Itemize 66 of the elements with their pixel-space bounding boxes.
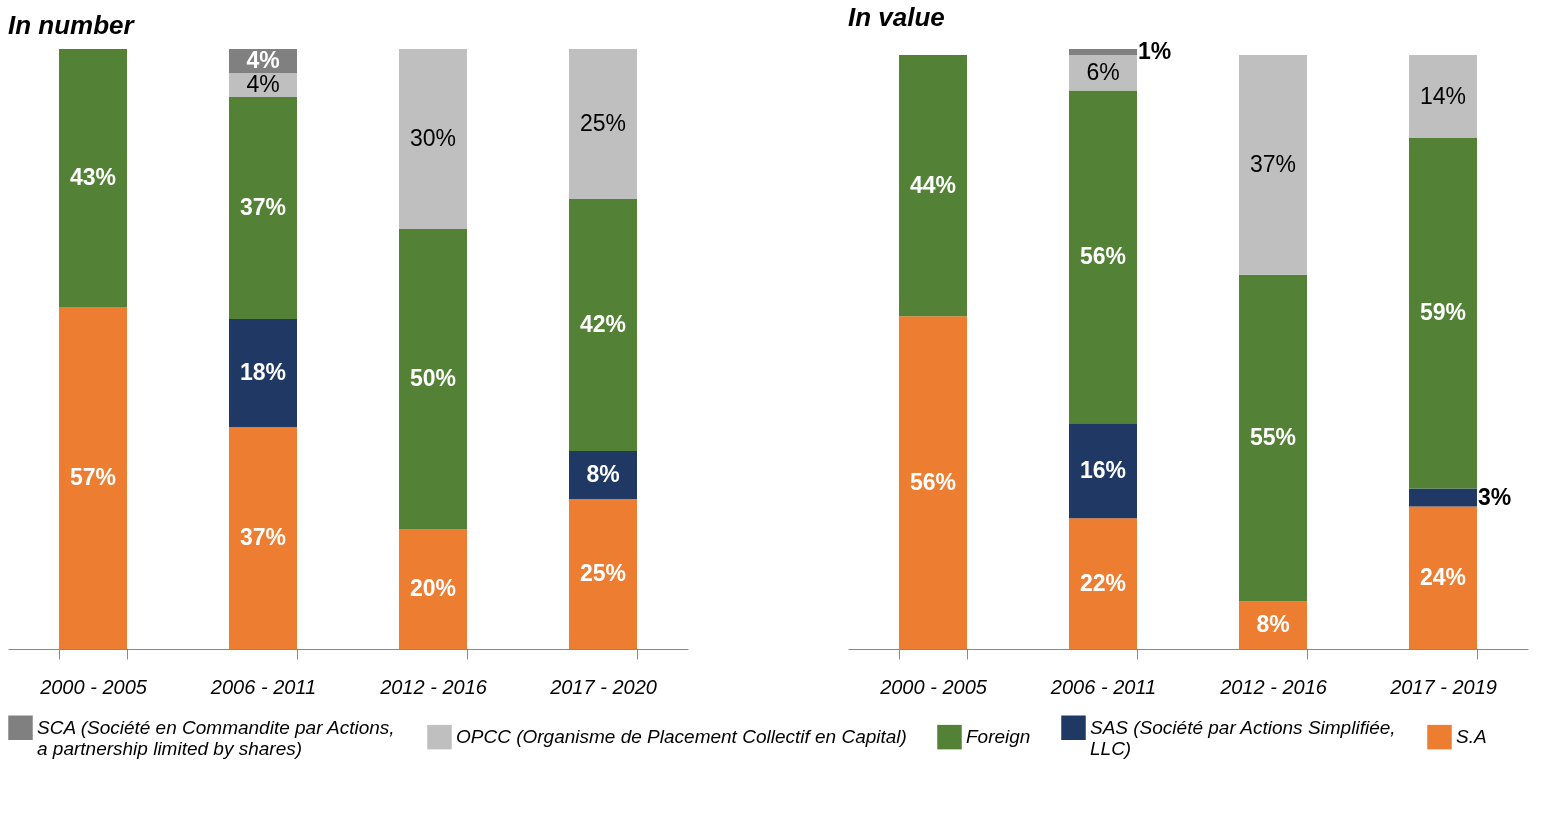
bar: [1409, 506, 1477, 649]
data-label: 6%: [1086, 58, 1120, 85]
chart-title: In number: [8, 10, 136, 40]
chart-title: In value: [848, 1, 945, 32]
data-label: 16%: [1079, 456, 1127, 483]
bar: [899, 54, 967, 317]
x-tick-label: 2017 - 2020: [549, 675, 657, 698]
bar: [1409, 54, 1477, 139]
data-label: 55%: [1249, 424, 1297, 451]
data-label: 1%: [1138, 37, 1172, 64]
x-tick-label: 2000 - 2005: [879, 675, 988, 698]
data-label: 56%: [909, 468, 957, 495]
bar: [59, 49, 127, 307]
data-label: 56%: [1079, 242, 1127, 269]
data-label: 25%: [579, 560, 627, 586]
bar: [899, 316, 967, 649]
bar: [229, 427, 297, 649]
bar: [399, 529, 467, 649]
data-label: 3%: [1478, 483, 1512, 510]
data-label: 18%: [239, 359, 287, 385]
x-tick-label: 2006 - 2011: [209, 675, 317, 698]
bar: [569, 499, 637, 649]
data-label: 4%: [246, 47, 280, 73]
data-label: 43%: [69, 164, 117, 190]
data-label: 25%: [579, 110, 627, 136]
bar: [1239, 54, 1307, 275]
bar: [1239, 274, 1307, 602]
bar: [399, 49, 467, 229]
data-label: 4%: [246, 71, 280, 97]
data-label: 44%: [909, 171, 957, 198]
legend-label: S.A: [1456, 726, 1487, 748]
data-label: 20%: [409, 575, 457, 601]
bar: [229, 97, 297, 319]
data-label: 14%: [1419, 82, 1467, 109]
bar: [1069, 423, 1137, 519]
bar: [1409, 138, 1477, 489]
bar: [1069, 518, 1137, 649]
data-label: 42%: [579, 311, 627, 337]
data-label: 50%: [409, 365, 457, 391]
bar: [59, 307, 127, 649]
x-tick-label: 2012 - 2016: [379, 675, 488, 698]
data-label: 57%: [69, 464, 117, 490]
data-label: 22%: [1079, 569, 1127, 596]
x-tick-label: 2017 - 2019: [1389, 675, 1497, 698]
bar: [229, 319, 297, 427]
data-label: 37%: [239, 194, 287, 220]
bar: [1069, 90, 1137, 424]
legend-label: SCA (Société en Commandite par Actions, a partnership limited by shares): [37, 716, 395, 759]
data-label: 59%: [1419, 299, 1467, 326]
bar: [399, 229, 467, 529]
x-tick-label: 2006 - 2011: [1049, 675, 1157, 698]
data-label: 8%: [586, 461, 620, 487]
bar: [569, 199, 637, 451]
data-label: 8%: [1256, 611, 1290, 638]
legend-label: OPCC (Organisme de Placement Collectif en Capital): [456, 726, 907, 748]
bar: [569, 49, 637, 199]
bar: [1409, 488, 1477, 507]
legend-label: Foreign: [966, 726, 1031, 748]
legend-label: SAS (Société par Actions Simplifiée, LLC): [1090, 716, 1396, 759]
bar: [1069, 49, 1137, 55]
x-tick-label: 2012 - 2016: [1219, 675, 1328, 698]
data-label: 30%: [409, 125, 457, 151]
data-label: 37%: [1249, 150, 1297, 177]
x-tick-label: 2000 - 2005: [39, 675, 148, 698]
data-label: 37%: [239, 524, 287, 550]
data-label: 24%: [1419, 563, 1467, 590]
